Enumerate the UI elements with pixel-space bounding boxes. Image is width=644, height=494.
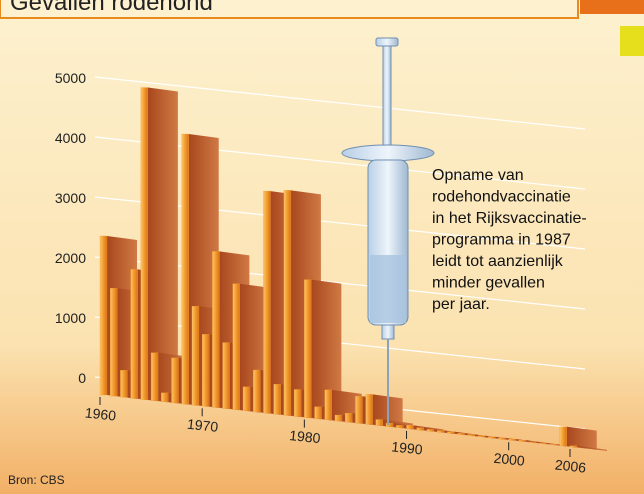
bar [437, 431, 444, 433]
bar [509, 439, 516, 440]
chart-title: Gevallen rodehond [10, 0, 213, 16]
bar [172, 358, 179, 403]
bar [560, 427, 567, 446]
bar [427, 429, 434, 431]
x-tick-label: 1970 [186, 416, 219, 435]
annotation-line: in het Rijksvaccinatie- [432, 210, 587, 227]
y-tick-label: 4000 [55, 130, 86, 146]
bar [529, 442, 536, 443]
bar [366, 394, 373, 424]
bar [519, 440, 526, 441]
bar [407, 425, 414, 429]
annotation-line: per jaar. [432, 296, 490, 313]
x-tick-label: 1990 [391, 438, 424, 457]
source: Bron: CBS [8, 473, 65, 487]
annotation-line: leidt tot aanzienlijk [432, 253, 564, 270]
page: Gevallen rodehond 0 1000 2000 3000 4000 5000 1… [0, 0, 644, 494]
x-tick-label: 1980 [289, 427, 322, 446]
bar [550, 444, 557, 445]
corner-square [620, 26, 644, 56]
annotation-line: Opname van [432, 167, 524, 184]
bar [498, 438, 505, 439]
bar [294, 389, 301, 416]
bar [100, 236, 107, 395]
annotation-line: programma in 1987 [432, 232, 571, 249]
bar [182, 134, 189, 404]
bar [263, 191, 270, 413]
bar [396, 425, 403, 427]
x-tick-label: 2006 [554, 456, 587, 475]
bar [325, 390, 332, 420]
bar [488, 437, 495, 438]
bar [315, 407, 322, 419]
bar [161, 393, 168, 402]
chart: Gevallen rodehond 0 1000 2000 3000 4000 5000 1… [0, 0, 644, 494]
bar [274, 384, 281, 414]
annotation-line: rodehondvaccinatie [432, 189, 571, 206]
bar [539, 443, 546, 444]
bar [141, 88, 148, 400]
bar [376, 420, 383, 426]
bar [468, 434, 475, 435]
bar [223, 343, 230, 409]
y-tick-label: 5000 [55, 70, 86, 86]
corner-block [580, 0, 644, 14]
bar [417, 428, 424, 430]
bar [192, 306, 199, 405]
bar [131, 269, 138, 398]
bar [120, 370, 127, 397]
bar [447, 432, 454, 434]
bar [151, 353, 158, 401]
y-tick-label: 0 [78, 370, 86, 386]
bar [253, 370, 260, 412]
bar [304, 280, 311, 418]
bar [284, 190, 291, 415]
x-tick-label: 1960 [84, 404, 117, 423]
bar [345, 413, 352, 422]
annotation-line: minder gevallen [432, 275, 545, 292]
bar [570, 446, 577, 447]
bar [202, 334, 209, 406]
bar [110, 288, 117, 396]
bar [335, 415, 342, 421]
bar [243, 387, 250, 411]
bar [233, 284, 240, 410]
bar [458, 433, 465, 434]
x-tick-label: 2000 [493, 450, 526, 469]
bar [212, 251, 219, 407]
y-tick-label: 2000 [55, 250, 86, 266]
y-tick-label: 3000 [55, 190, 86, 206]
y-tick-label: 1000 [55, 310, 86, 326]
bar [478, 436, 485, 437]
bar [355, 396, 362, 423]
